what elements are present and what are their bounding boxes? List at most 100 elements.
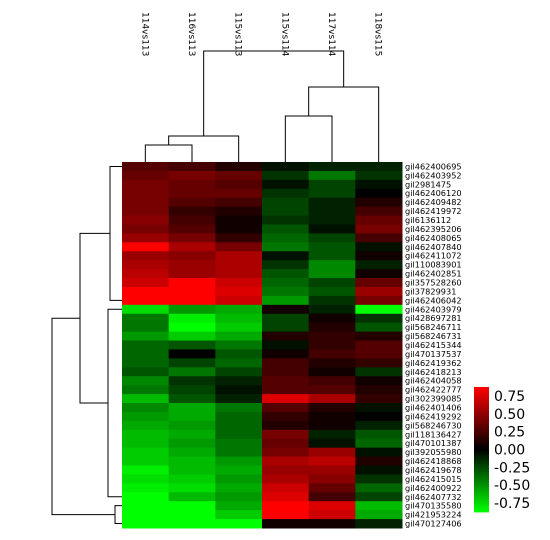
heatmap-cell bbox=[355, 403, 403, 413]
heatmap-cell bbox=[122, 197, 170, 208]
row-label: gil462411072 bbox=[405, 251, 462, 261]
heatmap-cell bbox=[308, 260, 356, 270]
row-label: gil462418213 bbox=[405, 367, 462, 377]
heatmap-cell bbox=[168, 349, 216, 359]
heatmap-cell bbox=[262, 162, 310, 172]
legend-swatch bbox=[474, 501, 489, 505]
heatmap-cell bbox=[308, 510, 356, 520]
legend-swatch bbox=[474, 489, 489, 492]
heatmap-cell bbox=[262, 313, 310, 324]
heatmap-cell bbox=[122, 304, 170, 315]
heatmap-cell bbox=[215, 501, 263, 511]
heatmap-cell bbox=[308, 429, 356, 440]
color-legend: 0.75 0.50 0.25 0.00-0.25 -0.50 -0.75 bbox=[474, 387, 530, 513]
heatmap-cell bbox=[355, 465, 403, 475]
heatmap-cell bbox=[308, 349, 356, 359]
heatmap-cell bbox=[122, 474, 170, 484]
heatmap-cell bbox=[215, 367, 263, 377]
column-labels: 114vs113 116vs113 115vs113 115vs114 117vs114… bbox=[139, 12, 382, 57]
row-label: gil568246711 bbox=[405, 322, 462, 332]
heatmap-cell bbox=[168, 474, 216, 484]
heatmap-cell bbox=[168, 162, 216, 172]
heatmap-cell bbox=[215, 510, 263, 520]
heatmap-cell bbox=[122, 456, 170, 467]
heatmap-cell bbox=[122, 483, 170, 493]
heatmap-cell bbox=[308, 456, 356, 467]
dendrogram-link bbox=[168, 135, 240, 162]
heatmap-cell bbox=[355, 206, 403, 217]
heatmap-cell bbox=[122, 215, 170, 225]
heatmap-cell bbox=[355, 420, 403, 431]
dendrogram-link bbox=[51, 317, 115, 516]
heatmap-cell bbox=[262, 304, 310, 315]
legend-swatch bbox=[474, 418, 489, 421]
dendrogram-link bbox=[308, 86, 380, 162]
heatmap-cell bbox=[215, 358, 263, 368]
heatmap-cell bbox=[308, 483, 356, 493]
heatmap-cell bbox=[262, 251, 310, 261]
heatmap-cell bbox=[262, 376, 310, 386]
heatmap-cell bbox=[122, 465, 170, 475]
heatmap-cell bbox=[168, 286, 216, 297]
heatmap-cell bbox=[215, 313, 263, 324]
heatmap-cell bbox=[355, 179, 403, 190]
heatmap-cell bbox=[308, 465, 356, 475]
heatmap-cell bbox=[215, 188, 263, 199]
row-dendrogram bbox=[51, 165, 122, 525]
heatmap-cell bbox=[355, 278, 403, 288]
heatmap-cell bbox=[262, 278, 310, 288]
row-label: gil462419292 bbox=[405, 411, 462, 421]
row-label: gil462403979 bbox=[405, 304, 462, 314]
heatmap-cell bbox=[308, 233, 356, 243]
heatmap-cell bbox=[355, 376, 403, 386]
heatmap-cell bbox=[122, 519, 170, 529]
heatmap-cell bbox=[215, 286, 263, 297]
legend-swatch bbox=[474, 503, 489, 507]
heatmap-cell bbox=[215, 376, 263, 386]
heatmap-cell bbox=[122, 510, 170, 520]
heatmap-cell bbox=[168, 420, 216, 431]
heatmap-cell bbox=[308, 251, 356, 261]
legend-swatch bbox=[474, 387, 489, 390]
heatmap-cell bbox=[168, 295, 216, 306]
dendrogram-link bbox=[79, 232, 110, 404]
row-labels: gil462400695gil462403952gil2981475gil462… bbox=[405, 161, 462, 528]
heatmap-cell bbox=[262, 403, 310, 413]
heatmap-cell bbox=[262, 492, 310, 502]
legend-swatch bbox=[474, 397, 489, 400]
legend-swatch bbox=[474, 391, 489, 394]
row-label: gil37829931 bbox=[405, 286, 456, 296]
row-label: gil462400695 bbox=[405, 161, 462, 171]
heatmap-cell bbox=[355, 286, 403, 297]
heatmap-cell bbox=[215, 403, 263, 413]
heatmap-cell bbox=[122, 322, 170, 333]
heatmap-cell bbox=[308, 474, 356, 484]
legend-swatch bbox=[474, 443, 489, 446]
heatmap-cell bbox=[122, 206, 170, 217]
heatmap-cell bbox=[122, 295, 170, 306]
heatmap-cell bbox=[122, 269, 170, 279]
row-label: gil462402851 bbox=[405, 269, 462, 279]
heatmap-cell bbox=[308, 367, 356, 377]
heatmap-cell bbox=[308, 322, 356, 333]
dendrogram-link bbox=[109, 165, 122, 301]
heatmap-cell bbox=[355, 304, 403, 315]
legend-swatch bbox=[474, 507, 489, 511]
heatmap-cell bbox=[215, 447, 263, 458]
legend-swatch bbox=[474, 399, 489, 402]
heatmap-cell bbox=[122, 170, 170, 181]
heatmap-cell bbox=[355, 269, 403, 279]
row-label: gil392055980 bbox=[405, 447, 462, 457]
heatmap-cell bbox=[355, 260, 403, 270]
legend-tick-label: -0.50 bbox=[494, 478, 530, 494]
heatmap-cell bbox=[168, 465, 216, 475]
heatmap-cell bbox=[122, 251, 170, 261]
legend-swatch bbox=[474, 407, 489, 411]
heatmap-cell bbox=[308, 519, 356, 529]
heatmap-cells bbox=[122, 162, 403, 529]
column-label: 115vs113 bbox=[233, 12, 243, 56]
row-label: gil462418868 bbox=[405, 456, 462, 466]
heatmap-cell bbox=[355, 233, 403, 243]
legend-swatch bbox=[474, 468, 489, 471]
